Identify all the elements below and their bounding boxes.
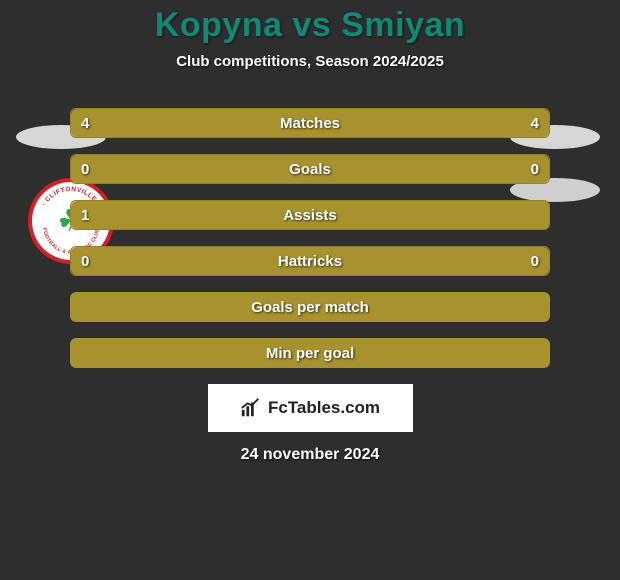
stat-value-right: 0 bbox=[531, 253, 539, 270]
bar-left bbox=[71, 155, 310, 183]
bar-right bbox=[310, 109, 549, 137]
bar-right bbox=[310, 247, 549, 275]
stat-label: Goals bbox=[289, 161, 331, 178]
page-subtitle: Club competitions, Season 2024/2025 bbox=[0, 53, 620, 70]
stat-value-left: 4 bbox=[81, 115, 89, 132]
stat-value-left: 0 bbox=[81, 161, 89, 178]
stat-label: Matches bbox=[280, 115, 340, 132]
brand-name: FcTables.com bbox=[268, 398, 380, 418]
stat-row-mpg: Min per goal bbox=[70, 338, 550, 368]
stats-rows: 4 Matches 4 0 Goals 0 1 Assists 0 Hattri… bbox=[70, 108, 550, 368]
stat-value-right: 0 bbox=[531, 161, 539, 178]
stat-label: Assists bbox=[283, 207, 336, 224]
stat-value-left: 0 bbox=[81, 253, 89, 270]
bar-left bbox=[71, 247, 310, 275]
stat-row-gpm: Goals per match bbox=[70, 292, 550, 322]
bar-left bbox=[71, 109, 310, 137]
stat-row-assists: 1 Assists bbox=[70, 200, 550, 230]
snapshot-date: 24 november 2024 bbox=[0, 446, 620, 464]
stat-label: Hattricks bbox=[278, 253, 342, 270]
stat-label: Min per goal bbox=[266, 345, 354, 362]
chart-icon bbox=[240, 397, 262, 419]
bar-right bbox=[310, 155, 549, 183]
stat-value-right: 4 bbox=[531, 115, 539, 132]
stat-row-matches: 4 Matches 4 bbox=[70, 108, 550, 138]
stat-row-hattricks: 0 Hattricks 0 bbox=[70, 246, 550, 276]
stat-label: Goals per match bbox=[251, 299, 369, 316]
stat-row-goals: 0 Goals 0 bbox=[70, 154, 550, 184]
page-title: Kopyna vs Smiyan bbox=[0, 6, 620, 45]
brand-box[interactable]: FcTables.com bbox=[208, 384, 413, 432]
stat-value-left: 1 bbox=[81, 207, 89, 224]
